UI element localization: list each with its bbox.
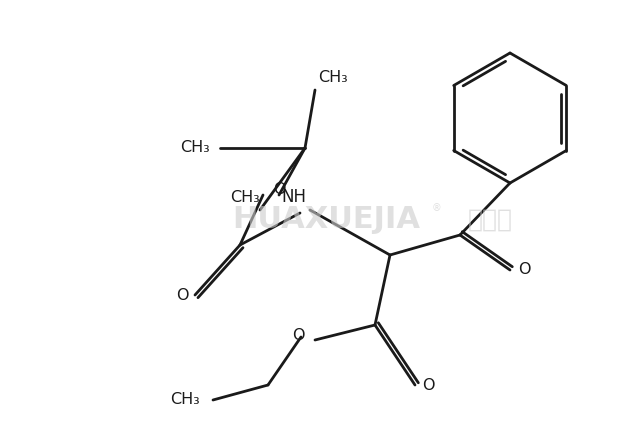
Text: O: O bbox=[422, 378, 435, 392]
Text: NH: NH bbox=[281, 188, 306, 206]
Text: CH₃: CH₃ bbox=[318, 70, 348, 85]
Text: O: O bbox=[293, 328, 305, 342]
Text: CH₃: CH₃ bbox=[170, 392, 200, 408]
Text: O: O bbox=[273, 183, 286, 197]
Text: CH₃: CH₃ bbox=[230, 190, 260, 204]
Text: HUAXUEJIA: HUAXUEJIA bbox=[232, 206, 420, 234]
Text: O: O bbox=[176, 287, 189, 302]
Text: 化学加: 化学加 bbox=[468, 208, 513, 232]
Text: ®: ® bbox=[432, 203, 442, 213]
Text: CH₃: CH₃ bbox=[180, 141, 210, 155]
Text: O: O bbox=[518, 263, 530, 277]
